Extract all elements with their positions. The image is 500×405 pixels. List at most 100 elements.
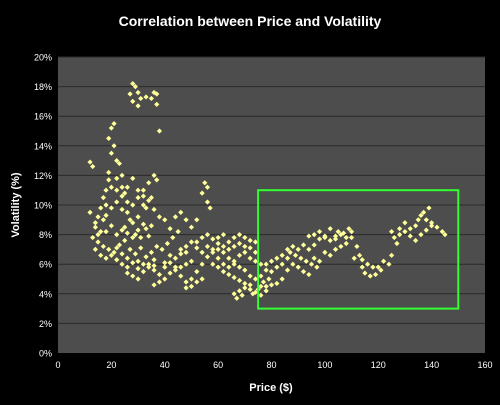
data-point [138, 234, 144, 241]
data-point [183, 217, 189, 223]
data-point [391, 234, 397, 241]
data-point [242, 234, 248, 241]
y-tick-label: 12% [34, 171, 52, 181]
data-point [108, 150, 114, 156]
data-point [346, 226, 352, 232]
data-point [178, 251, 184, 257]
data-point [194, 279, 200, 285]
data-point [199, 261, 205, 267]
data-point [308, 261, 315, 267]
data-point [207, 205, 213, 211]
data-point [122, 224, 128, 230]
data-point [154, 243, 160, 250]
y-tick-label: 16% [34, 112, 52, 122]
data-point [114, 158, 120, 164]
data-points [87, 81, 448, 301]
x-tick-label: 140 [424, 360, 439, 370]
data-point [258, 292, 264, 298]
x-tick-label: 120 [371, 360, 386, 370]
data-point [143, 226, 149, 232]
data-point [407, 226, 413, 232]
data-point [234, 295, 240, 301]
data-point [140, 261, 146, 267]
data-point [111, 249, 117, 255]
data-point [210, 246, 216, 252]
data-point [164, 240, 171, 247]
data-point [268, 282, 275, 288]
data-point [252, 276, 259, 282]
data-point [274, 264, 280, 270]
data-point [127, 91, 133, 97]
data-point [290, 261, 296, 267]
data-point [239, 292, 245, 298]
data-point [290, 243, 296, 250]
data-point [402, 220, 408, 226]
data-point [242, 243, 248, 250]
data-point [151, 172, 157, 178]
data-point [263, 267, 269, 273]
data-point [258, 261, 264, 267]
data-point [188, 224, 195, 230]
data-point [108, 252, 114, 258]
data-point [367, 273, 373, 279]
data-point [364, 261, 371, 267]
data-point [119, 172, 125, 178]
y-tick-label: 20% [34, 53, 52, 63]
data-point [247, 255, 253, 261]
data-point [247, 286, 253, 292]
data-point [127, 246, 133, 252]
y-tick-label: 0% [39, 349, 52, 359]
data-point [266, 276, 272, 282]
data-point [162, 264, 168, 270]
data-point [156, 128, 163, 134]
y-tick-label: 8% [39, 230, 52, 240]
data-point [380, 258, 387, 264]
data-point [172, 214, 179, 220]
data-point [300, 242, 307, 248]
data-point [98, 205, 104, 211]
data-point [114, 187, 120, 193]
y-tick-label: 2% [39, 319, 52, 329]
data-point [311, 255, 317, 261]
data-point [210, 236, 216, 242]
data-point [194, 269, 200, 275]
data-point [119, 184, 125, 190]
data-point [92, 224, 98, 230]
data-point [407, 233, 413, 239]
data-point [119, 206, 125, 213]
y-tick-label: 18% [34, 82, 52, 92]
data-point [210, 261, 216, 267]
data-point [146, 233, 152, 239]
data-point [204, 199, 211, 205]
data-point [356, 252, 363, 258]
data-point [426, 205, 432, 211]
data-point [140, 202, 146, 208]
data-point [106, 135, 112, 141]
data-point [226, 271, 232, 278]
data-point [306, 246, 312, 252]
data-point [210, 249, 216, 255]
x-axis-ticks: 0 20 40 60 80 100 120 140 160 [55, 360, 492, 370]
highlight-box [257, 189, 460, 310]
data-point [119, 227, 125, 233]
grid-lines [58, 56, 485, 324]
data-point [354, 243, 360, 250]
data-point [119, 251, 125, 257]
y-tick-label: 6% [39, 260, 52, 270]
data-point [162, 217, 168, 223]
data-point [103, 255, 109, 261]
data-point [167, 270, 173, 276]
data-point [114, 199, 120, 205]
data-point [140, 269, 146, 275]
data-point [215, 234, 221, 241]
data-point [183, 261, 189, 267]
data-point [429, 220, 435, 226]
data-point [252, 239, 259, 245]
data-point [122, 237, 128, 244]
data-point [90, 234, 96, 241]
data-point [183, 279, 189, 285]
data-point [178, 209, 184, 215]
data-point [204, 184, 211, 190]
data-point [242, 249, 248, 255]
x-tick-label: 100 [317, 360, 332, 370]
